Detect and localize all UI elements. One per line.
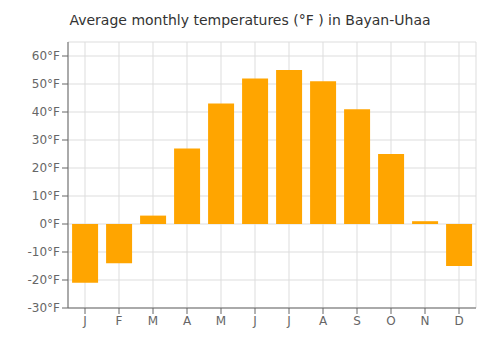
svg-text:J: J <box>286 314 291 328</box>
svg-text:J: J <box>82 314 87 328</box>
svg-text:A: A <box>183 314 192 328</box>
svg-text:N: N <box>421 314 430 328</box>
svg-text:20°F: 20°F <box>32 161 60 175</box>
svg-text:D: D <box>454 314 463 328</box>
svg-text:-20°F: -20°F <box>27 273 60 287</box>
svg-text:50°F: 50°F <box>32 77 60 91</box>
svg-text:60°F: 60°F <box>32 49 60 63</box>
svg-text:M: M <box>216 314 226 328</box>
svg-text:F: F <box>116 314 123 328</box>
svg-text:S: S <box>353 314 361 328</box>
svg-text:J: J <box>252 314 257 328</box>
svg-text:30°F: 30°F <box>32 133 60 147</box>
svg-text:40°F: 40°F <box>32 105 60 119</box>
svg-text:-30°F: -30°F <box>27 301 60 315</box>
svg-text:0°F: 0°F <box>39 217 60 231</box>
html-text:Average monthly temperatures (: Average monthly temperatures (°F ) in Ba… <box>69 12 431 28</box>
svg-text:O: O <box>386 314 395 328</box>
svg-text:10°F: 10°F <box>32 189 60 203</box>
svg-text:M: M <box>148 314 158 328</box>
svg-text:A: A <box>319 314 328 328</box>
svg-text:-10°F: -10°F <box>27 245 60 259</box>
